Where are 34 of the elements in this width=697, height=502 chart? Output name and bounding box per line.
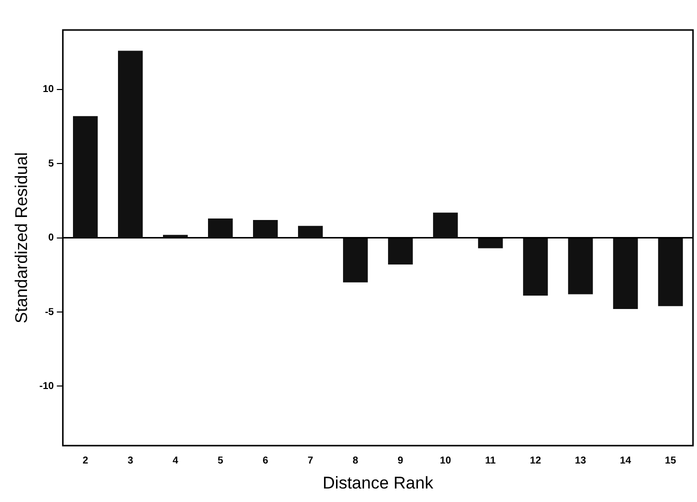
y-tick-label: 10 (42, 84, 54, 96)
bar (253, 220, 278, 238)
x-tick-label: 12 (530, 455, 542, 466)
x-tick-label: 13 (574, 455, 586, 466)
y-tick-label: -10 (39, 380, 54, 392)
bar (72, 116, 98, 238)
bar (613, 238, 638, 310)
bar (433, 212, 458, 238)
x-tick-label: 11 (485, 455, 496, 466)
x-tick-label: 14 (620, 455, 632, 466)
x-tick-label: 2 (82, 455, 89, 466)
x-tick-label: 3 (128, 455, 134, 466)
x-tick-label: 9 (398, 455, 404, 466)
bar (658, 238, 683, 306)
y-tick-label: 0 (48, 232, 54, 244)
x-tick-label: 15 (664, 455, 676, 466)
y-tick-label: 5 (48, 158, 54, 170)
bar (388, 238, 413, 265)
bar (208, 218, 233, 238)
bar (478, 238, 503, 248)
y-axis-title: Standardized Residual (12, 152, 31, 324)
bar (343, 238, 368, 282)
x-tick-label: 10 (440, 455, 452, 466)
bar (523, 238, 548, 296)
bar (568, 238, 593, 294)
bar (298, 226, 323, 238)
y-tick-label: -5 (44, 306, 54, 318)
x-tick-label: 8 (352, 455, 359, 466)
x-tick-label: 4 (172, 455, 179, 466)
bar (118, 50, 143, 238)
x-tick-label: 7 (308, 455, 314, 466)
x-tick-label: 5 (218, 455, 224, 466)
x-tick-label: 6 (262, 455, 269, 466)
x-axis-title: Distance Rank (322, 473, 434, 492)
